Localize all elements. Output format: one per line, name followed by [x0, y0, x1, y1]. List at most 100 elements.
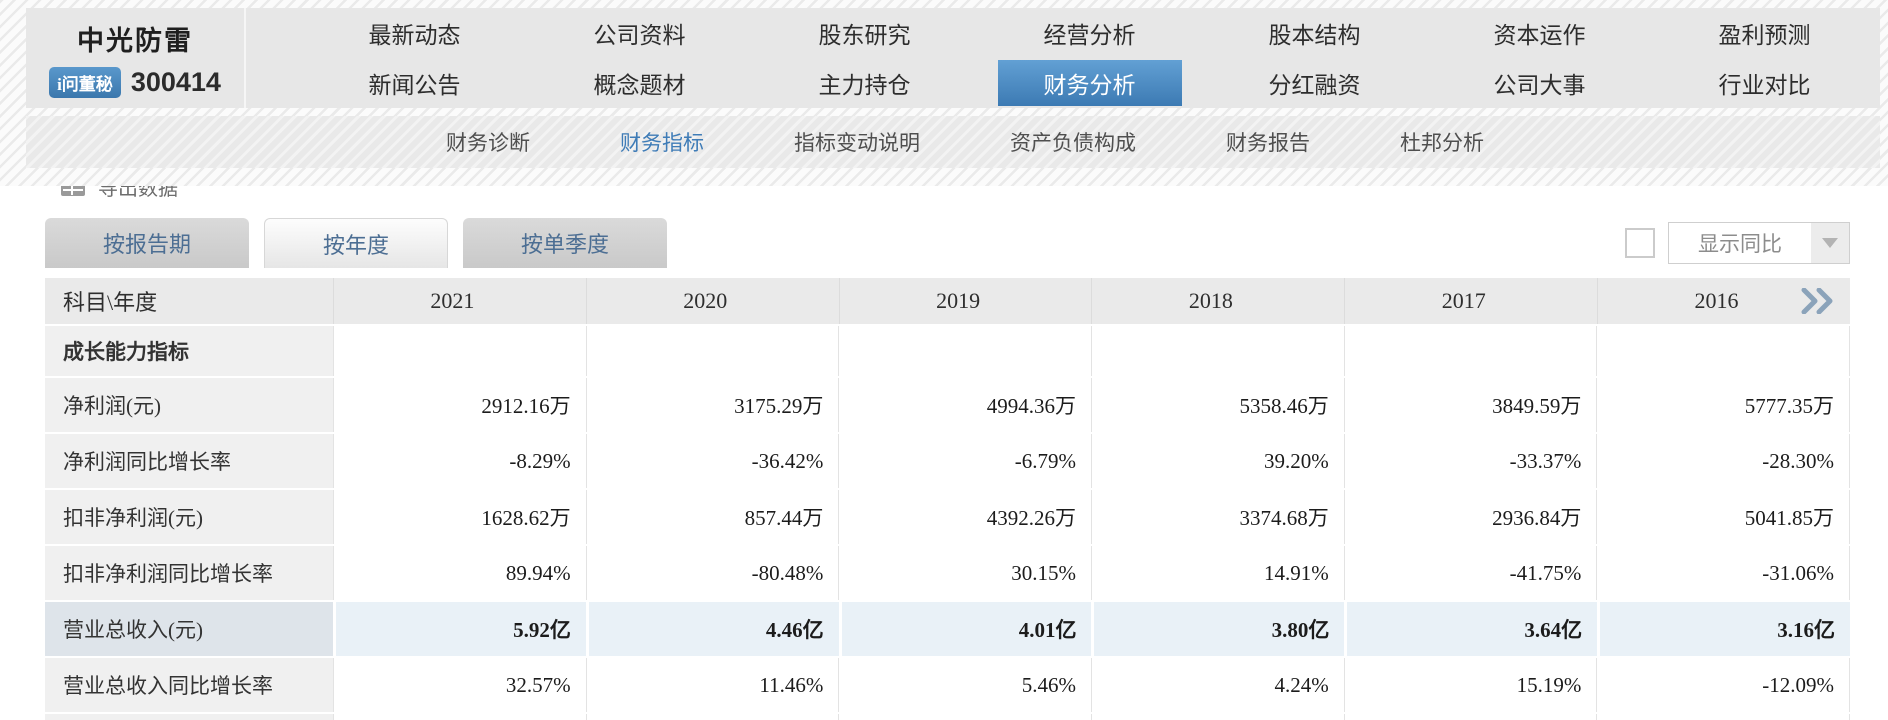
value-cell: 32.57% [333, 658, 586, 712]
table-row: 扣非净利润(元) 1628.62万 857.44万 4392.26万 3374.68万… [45, 490, 1851, 544]
table-body: 成长能力指标 净利润(元) 2912.16万 3175.29万 4994.36万 53… [45, 326, 1851, 712]
table-row: 净利润同比增长率 -8.29% -36.42% -6.79% 39.20% -33.37… [45, 434, 1851, 488]
value-cell: 857.44万 [585, 490, 839, 544]
value-cell: 5777.35万 [1596, 378, 1851, 432]
subnav-item-5[interactable]: 财务报告 [1226, 131, 1310, 155]
value-cell: 4.46亿 [585, 602, 839, 656]
value-cell: 5041.85万 [1596, 490, 1851, 544]
value-cell: -36.42% [585, 434, 839, 488]
tab-1[interactable]: 按报告期 [45, 218, 250, 268]
value-cell: -12.09% [1596, 658, 1851, 712]
value-cell: 3849.59万 [1343, 378, 1597, 432]
row-label: 营业总收入同比增长率 [45, 658, 333, 712]
nav-item-r2-1[interactable]: 新闻公告 [368, 73, 461, 98]
company-name: 中光防雷 [77, 25, 193, 56]
nav-item-r1-3[interactable]: 股东研究 [818, 23, 911, 48]
ask-secretary-badge[interactable]: i问董秘 [49, 66, 121, 98]
value-cell [1596, 326, 1851, 376]
value-cell: 4392.26万 [838, 490, 1092, 544]
table-row: 扣非净利润同比增长率 89.94% -80.48% 30.15% 14.91% -41.… [45, 546, 1851, 600]
table-row-clipped [45, 714, 1851, 720]
show-yoy-label: 显示同比 [1698, 232, 1782, 256]
value-cell: 11.46% [585, 658, 839, 712]
period-tabs: 按报告期 按年度 按单季度 [45, 218, 668, 268]
value-cell: 3.16亿 [1597, 602, 1850, 656]
table-header-row: 科目\年度 2021 2020 2019 2018 2017 2016 [45, 278, 1850, 324]
value-cell: -80.48% [585, 546, 839, 600]
row-label: 净利润同比增长率 [45, 434, 333, 488]
nav-item-r2-4[interactable]: 财务分析 [997, 60, 1182, 106]
value-cell: 4.24% [1091, 658, 1344, 712]
year-column-header: 2020 [585, 278, 839, 324]
sub-nav: 财务诊断 财务指标 指标变动说明 资产负债构成 财务报告 杜邦分析 [26, 116, 1880, 168]
year-column-header: 2021 [333, 278, 586, 324]
nav-item-r1-1[interactable]: 最新动态 [368, 23, 461, 48]
table-row: 营业总收入同比增长率 32.57% 11.46% 5.46% 4.24% 15.19% -… [45, 658, 1851, 712]
value-cell: 3.80亿 [1091, 602, 1345, 656]
nav-item-r2-3[interactable]: 主力持仓 [818, 73, 911, 98]
nav-item-r1-5[interactable]: 股本结构 [1268, 23, 1361, 48]
subnav-item-4[interactable]: 资产负债构成 [1010, 131, 1136, 155]
value-cell: 2912.16万 [333, 378, 586, 432]
topbar: 中光防雷 i问董秘 300414 最新动态 公司资料 股东研究 经营分析 股本结构 资本运… [26, 8, 1880, 108]
double-chevron-right-icon more-years-button[interactable] [1800, 287, 1836, 315]
subnav-item-3[interactable]: 指标变动说明 [794, 131, 920, 155]
row-label: 净利润(元) [45, 378, 333, 432]
value-cell [838, 326, 1092, 376]
show-yoy-select[interactable]: 显示同比 [1668, 222, 1850, 264]
stock-code: 300414 [130, 66, 221, 97]
table-row: 净利润(元) 2912.16万 3175.29万 4994.36万 5358.46万 3… [45, 378, 1851, 432]
subnav-item-2[interactable]: 财务指标 [620, 131, 704, 155]
value-cell [333, 326, 586, 376]
value-cell [1091, 326, 1344, 376]
toolbar: 按报告期 按年度 按单季度 显示同比 [45, 218, 1850, 268]
nav-item-r2-7[interactable]: 行业对比 [1718, 73, 1811, 98]
value-cell: 15.19% [1343, 658, 1597, 712]
content-panel: 导出数据 按报告期 按年度 按单季度 显示同比 科目\年度 2021 2020 2019 2… [0, 186, 1888, 720]
value-cell: 5.46% [838, 658, 1092, 712]
value-cell: -31.06% [1596, 546, 1851, 600]
row-label: 成长能力指标 [45, 326, 333, 376]
main-nav: 最新动态 公司资料 股东研究 经营分析 股本结构 资本运作 盈利预测新闻公告 概念题材 主力持仓… [246, 8, 1880, 108]
tab-2[interactable]: 按年度 [264, 218, 449, 268]
value-cell: 3.64亿 [1344, 602, 1598, 656]
row-label: 扣非净利润同比增长率 [45, 546, 333, 600]
value-cell: 89.94% [333, 546, 586, 600]
value-cell: -6.79% [838, 434, 1092, 488]
nav-item-r1-7[interactable]: 盈利预测 [1718, 23, 1811, 48]
year-column-header: 2016 [1597, 278, 1850, 324]
table-row: 营业总收入(元) 5.92亿 4.46亿 4.01亿 3.80亿 3.64亿 3.16亿 [45, 602, 1850, 656]
nav-item-r2-2[interactable]: 概念题材 [593, 73, 686, 98]
value-cell: 3374.68万 [1091, 490, 1344, 544]
nav-item-r1-2[interactable]: 公司资料 [593, 23, 686, 48]
subnav-item-6[interactable]: 杜邦分析 [1400, 131, 1484, 155]
year-column-header: 2018 [1091, 278, 1345, 324]
company-sub: i问董秘 300414 [49, 66, 221, 98]
row-label: 营业总收入(元) [45, 602, 333, 656]
row-label [45, 714, 333, 720]
nav-item-r1-6[interactable]: 资本运作 [1493, 23, 1586, 48]
company-block: 中光防雷 i问董秘 300414 [26, 8, 246, 108]
nav-item-r1-4[interactable]: 经营分析 [1043, 23, 1136, 48]
export-data-button[interactable]: 导出数据 [60, 186, 178, 201]
year-column-header: 2017 [1344, 278, 1598, 324]
value-cell: -8.29% [333, 434, 586, 488]
value-cell: -28.30% [1596, 434, 1851, 488]
header-subject-cell: 科目\年度 [45, 278, 333, 324]
value-cell: 5358.46万 [1091, 378, 1344, 432]
tab-3[interactable]: 按单季度 [463, 218, 668, 268]
value-cell: 14.91% [1091, 546, 1344, 600]
nav-item-r2-5[interactable]: 分红融资 [1268, 73, 1361, 98]
value-cell: 30.15% [838, 546, 1092, 600]
value-cell: 5.92亿 [333, 602, 586, 656]
value-cell [1343, 326, 1597, 376]
row-label: 扣非净利润(元) [45, 490, 333, 544]
value-cell: 3175.29万 [585, 378, 839, 432]
value-cell: 4.01亿 [838, 602, 1092, 656]
value-cell: 2936.84万 [1343, 490, 1597, 544]
subnav-item-1[interactable]: 财务诊断 [446, 131, 530, 155]
show-yoy-checkbox[interactable] [1625, 228, 1655, 258]
spreadsheet-export-icon [60, 186, 86, 197]
nav-item-r2-6[interactable]: 公司大事 [1493, 73, 1586, 98]
value-cell: 1628.62万 [333, 490, 586, 544]
